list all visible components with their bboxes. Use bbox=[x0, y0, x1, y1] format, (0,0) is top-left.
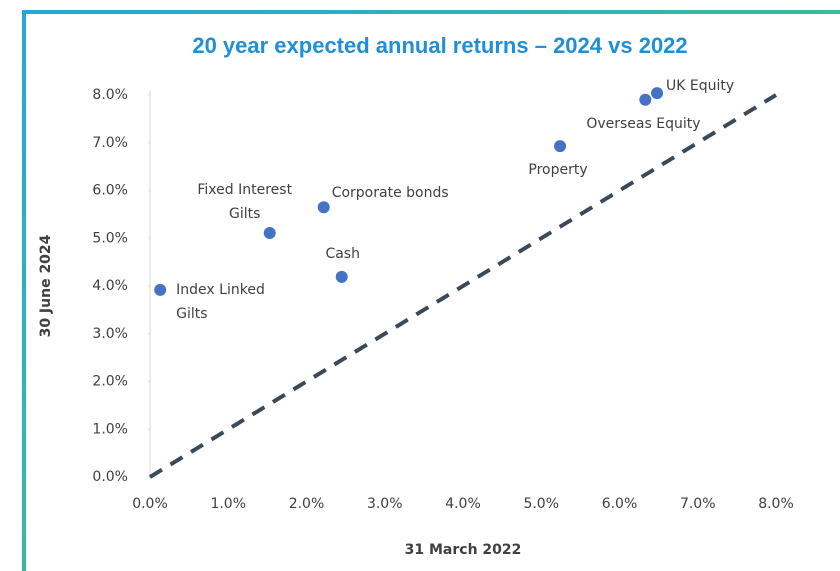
y-tick-label: 4.0% bbox=[92, 278, 128, 294]
x-tick-label: 1.0% bbox=[210, 496, 246, 512]
y-tick-label: 8.0% bbox=[92, 87, 128, 103]
point bbox=[263, 226, 276, 239]
x-tick-label: 2.0% bbox=[289, 496, 325, 512]
y-tick-label: 6.0% bbox=[92, 183, 128, 199]
point bbox=[154, 283, 167, 296]
frame-left bbox=[22, 10, 26, 571]
y-tick-label: 1.0% bbox=[92, 421, 128, 437]
point-label: UK Equity bbox=[666, 78, 734, 94]
x-tick-label: 5.0% bbox=[523, 496, 559, 512]
point-label: Gilts bbox=[176, 306, 207, 322]
frame-top bbox=[22, 10, 840, 14]
point bbox=[335, 270, 348, 283]
x-axis-label: 31 March 2022 bbox=[405, 542, 522, 558]
x-tick-label: 0.0% bbox=[132, 496, 168, 512]
x-tick-label: 6.0% bbox=[602, 496, 638, 512]
point-label: Property bbox=[528, 162, 587, 178]
point bbox=[651, 87, 664, 100]
point-label: Gilts bbox=[229, 206, 260, 222]
chart-title: 20 year expected annual returns – 2024 v… bbox=[192, 33, 687, 58]
point-label: Index Linked bbox=[176, 282, 265, 298]
y-tick-label: 0.0% bbox=[92, 469, 128, 485]
reference-line bbox=[148, 93, 778, 479]
point-label: Overseas Equity bbox=[586, 116, 700, 132]
y-tick-label: 2.0% bbox=[92, 374, 128, 390]
x-tick-label: 8.0% bbox=[758, 496, 794, 512]
y-axis-label: 30 June 2024 bbox=[38, 234, 54, 337]
point bbox=[639, 93, 652, 106]
point-label: Corporate bonds bbox=[332, 185, 449, 201]
x-tick-label: 4.0% bbox=[445, 496, 481, 512]
point-label: Cash bbox=[325, 246, 360, 262]
point-label: Fixed Interest bbox=[197, 182, 292, 198]
y-tick-label: 5.0% bbox=[92, 230, 128, 246]
point bbox=[554, 140, 567, 153]
point bbox=[317, 201, 330, 214]
x-tick-label: 7.0% bbox=[680, 496, 716, 512]
y-tick-label: 7.0% bbox=[92, 135, 128, 151]
x-tick-label: 3.0% bbox=[367, 496, 403, 512]
y-tick-label: 3.0% bbox=[92, 326, 128, 342]
